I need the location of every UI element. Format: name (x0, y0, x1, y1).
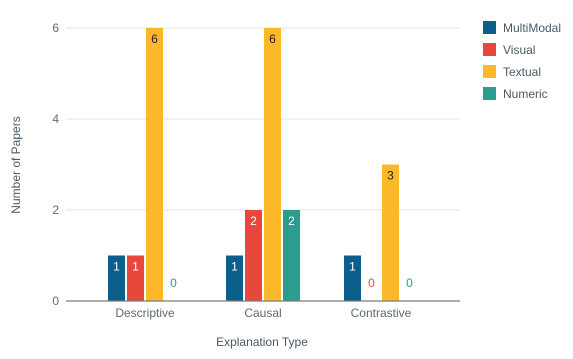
y-tick-label: 0 (52, 294, 59, 308)
bar-multimodal-descriptive (108, 255, 125, 301)
bar-multimodal-causal (226, 255, 243, 301)
legend: MultiModal Visual Textual Numeric (483, 21, 561, 101)
y-tick-label: 6 (52, 21, 59, 35)
legend-swatch-numeric (483, 87, 496, 100)
legend-label-visual: Visual (503, 43, 535, 57)
legend-label-textual: Textual (503, 65, 541, 79)
data-label: 0 (170, 276, 177, 290)
legend-swatch-multimodal (483, 21, 496, 34)
data-label: 6 (269, 32, 276, 46)
data-label: 6 (151, 32, 158, 46)
legend-label-numeric: Numeric (503, 87, 548, 101)
x-tick-label: Contrastive (351, 306, 412, 320)
bar-textual-contrastive (382, 164, 399, 301)
legend-swatch-textual (483, 65, 496, 78)
data-label: 1 (231, 260, 238, 274)
data-label: 2 (250, 214, 257, 228)
x-tick-label: Descriptive (115, 306, 175, 320)
legend-swatch-visual (483, 43, 496, 56)
data-label: 0 (368, 276, 375, 290)
bar-numeric-causal (283, 210, 300, 301)
bar-visual-causal (245, 210, 262, 301)
bar-multimodal-contrastive (344, 255, 361, 301)
x-tick-label: Causal (244, 306, 281, 320)
data-label: 3 (387, 169, 394, 183)
x-axis-title: Explanation Type (216, 335, 308, 349)
y-tick-label: 4 (52, 112, 59, 126)
data-label: 1 (349, 260, 356, 274)
bar-textual-descriptive (146, 28, 163, 301)
data-label: 0 (406, 276, 413, 290)
data-label: 1 (132, 260, 139, 274)
data-label: 1 (113, 260, 120, 274)
bar-textual-causal (264, 28, 281, 301)
bar-visual-descriptive (127, 255, 144, 301)
legend-label-multimodal: MultiModal (503, 21, 561, 35)
data-label: 2 (288, 214, 295, 228)
gridlines (66, 27, 460, 211)
axes: 0 2 4 6 Descriptive Causal Contrastive (52, 21, 460, 320)
y-axis-title: Number of Papers (9, 116, 23, 213)
y-tick-label: 2 (52, 203, 59, 217)
bars (108, 28, 399, 301)
